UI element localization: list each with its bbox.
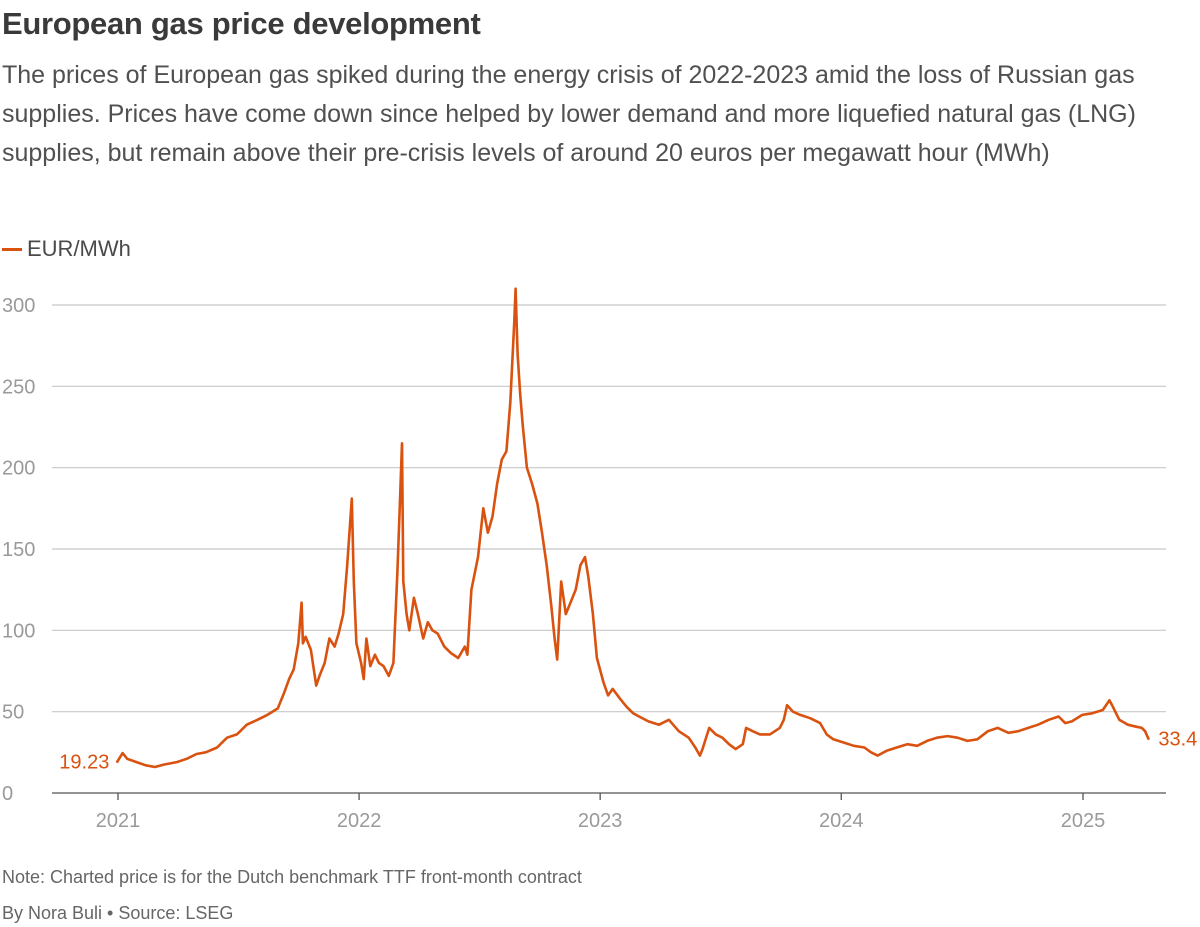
x-tick-label: 2021 <box>96 810 141 832</box>
price-line <box>116 287 1150 769</box>
legend: EUR/MWh <box>2 236 131 262</box>
legend-swatch <box>2 247 22 251</box>
chart-subtitle: The prices of European gas spiked during… <box>2 61 1136 167</box>
y-tick-label: 0 <box>2 783 13 805</box>
x-tick-label: 2022 <box>337 810 382 832</box>
y-tick-label: 150 <box>2 539 35 561</box>
y-tick-label: 300 <box>2 295 35 317</box>
y-tick-label: 50 <box>2 702 24 724</box>
y-tick-label: 250 <box>2 376 35 398</box>
chart-credit: By Nora Buli • Source: LSEG <box>2 903 234 923</box>
x-tick-label: 2023 <box>578 810 623 832</box>
legend-label: EUR/MWh <box>27 236 131 261</box>
start-value-label: 19.23 <box>59 752 109 774</box>
x-tick-label: 2024 <box>819 810 864 832</box>
end-value-label: 33.4 <box>1158 729 1197 751</box>
x-tick-label: 2025 <box>1061 810 1106 832</box>
y-tick-label: 200 <box>2 458 35 480</box>
chart-note: Note: Charted price is for the Dutch ben… <box>2 867 582 887</box>
chart-title: European gas price development <box>2 6 481 41</box>
y-tick-label: 100 <box>2 620 35 642</box>
line-chart: 0 50 100 150 200 250 300 2021 2022 2023 2024 2025 19… <box>2 287 1197 832</box>
